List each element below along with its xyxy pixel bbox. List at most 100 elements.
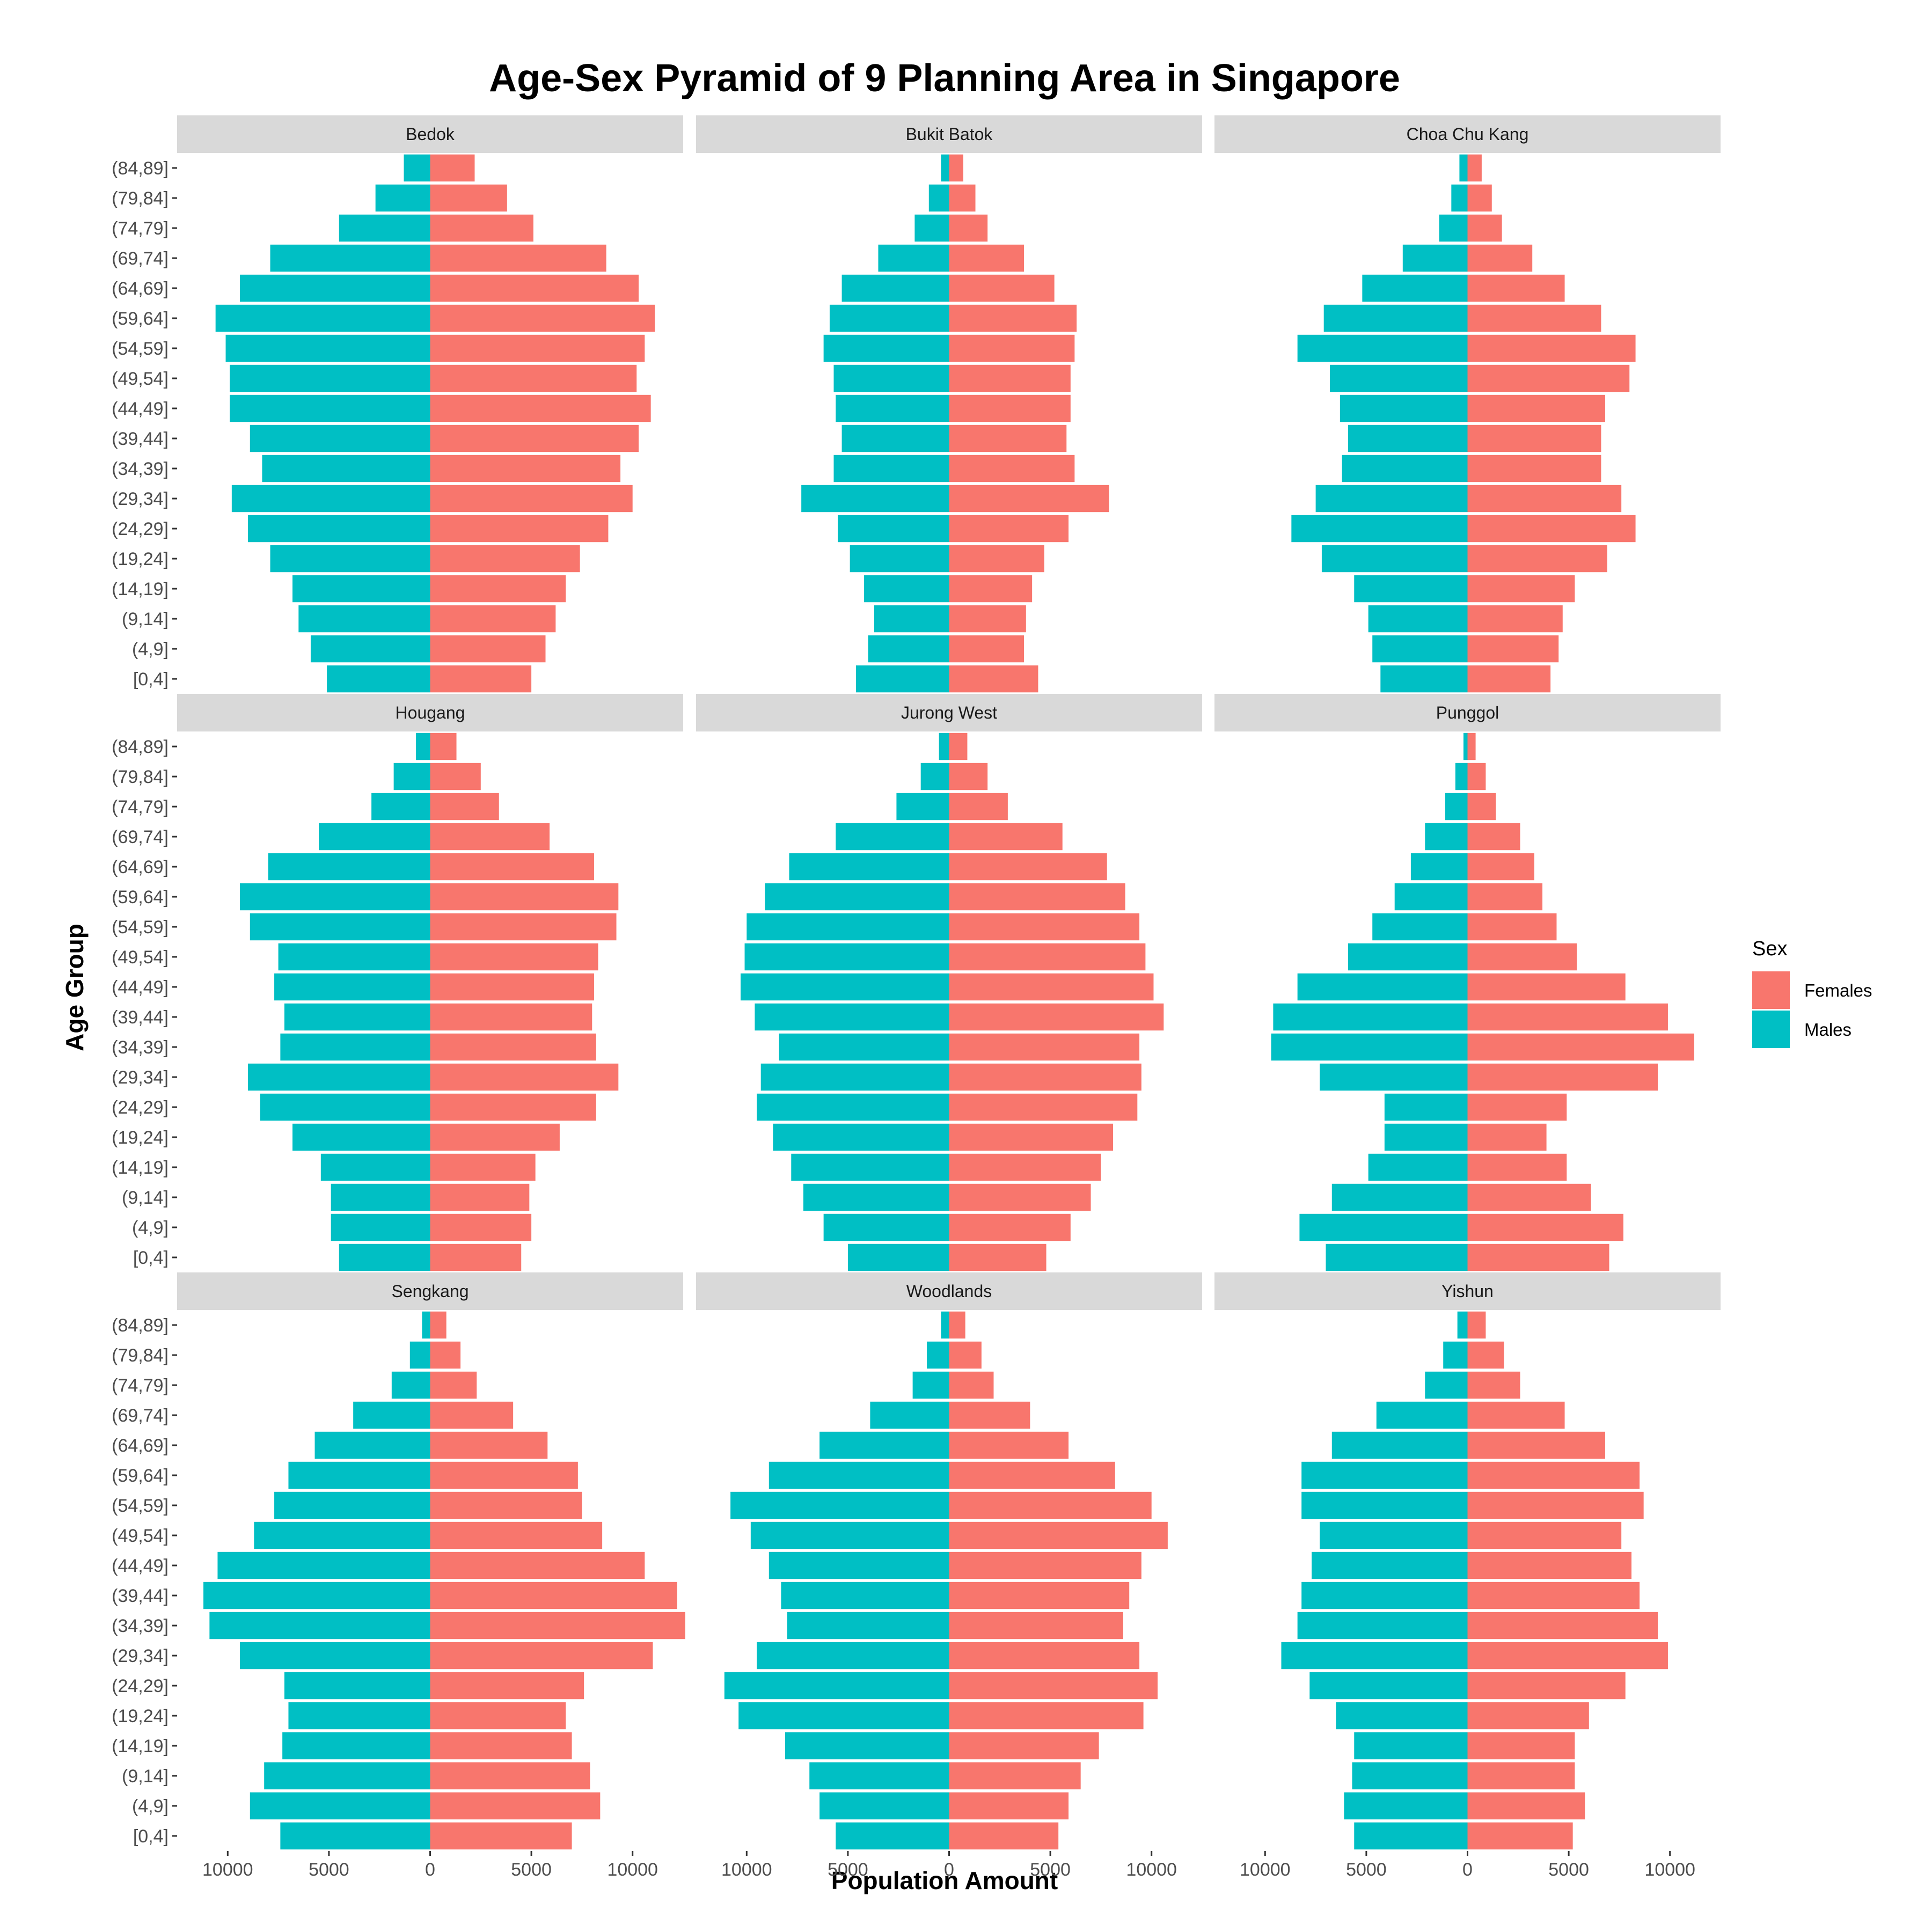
facet-woodlands: Woodlands 10000 5000 0 5000 10000 [696,1272,1202,1880]
y-tick-label: (29,34] [112,1646,169,1666]
bar-male [1425,1371,1468,1399]
bar-female [430,455,621,482]
y-tick-label: (64,69] [112,279,169,299]
bar-male [755,1003,949,1031]
x-tick-label: 10000 [1644,1860,1695,1880]
bar-male [284,1003,430,1031]
bar-female [430,1153,536,1181]
bar-male [750,1521,949,1549]
bar-female [1467,1792,1585,1820]
bar-female [949,184,976,212]
y-tick-label: (79,84] [112,188,169,209]
y-tick-label: (29,34] [112,489,169,509]
bar-female [430,304,655,332]
y-tick-label: (9,14] [122,1188,169,1208]
bar-female [430,943,598,971]
bar-male [270,545,430,573]
legend-key-females [1752,971,1790,1009]
facet-yishun: Yishun 10000 5000 0 5000 10000 [1214,1272,1721,1880]
bar-male [1439,214,1468,242]
bar-female [430,793,499,821]
bar-male [280,1033,430,1061]
bar-female [430,515,609,543]
facet-sengkang: Sengkang [0,4] (4,9] (9,14] (14,19] (19,24] (2… [112,1272,685,1880]
y-tick-label: (4,9] [132,1218,169,1238]
bar-female [949,1371,994,1399]
bar-female [949,425,1067,452]
bar-female [430,605,556,633]
bar-female [430,154,475,182]
facet-bukit-batok: Bukit Batok [696,115,1202,693]
bar-female [1467,1243,1609,1271]
bar-male [1309,1672,1468,1700]
bar-male [404,154,430,182]
bar-female [1467,1431,1605,1459]
bar-female [1467,973,1626,1001]
bar-male [280,1822,430,1850]
bar-female [430,1431,548,1459]
bar-male [1455,763,1468,791]
legend-key-males [1752,1011,1790,1048]
facet-strip-label: Bukit Batok [906,125,993,144]
bar-male [1372,635,1468,663]
bar-female [430,1612,685,1640]
y-tick-label: (79,84] [112,1345,169,1366]
bar-male [371,793,430,821]
bar-female [430,1003,592,1031]
y-tick-label: (44,49] [112,977,169,998]
bar-male [239,883,430,911]
bar-female [949,823,1063,851]
bar-male [230,394,430,422]
bar-male [1348,425,1468,452]
bar-female [1467,485,1622,513]
bar-female [949,214,988,242]
bar-female [949,1521,1168,1549]
bar-female [1467,274,1565,302]
bar-male [1297,334,1468,362]
bar-female [949,763,988,791]
bar-female [430,214,533,242]
bar-female [1467,1612,1658,1640]
bar-female [430,1183,530,1211]
bar-male [838,515,949,543]
bar-female [949,1732,1099,1760]
bar-male [319,823,430,851]
bar-female [949,545,1044,573]
bar-female [430,1123,560,1151]
x-tick-label: 0 [425,1860,435,1880]
y-tick-label: (59,64] [112,887,169,908]
bar-male [769,1552,949,1579]
y-tick-label: (39,44] [112,1007,169,1028]
bar-female [430,1213,532,1241]
y-tick-label: (84,89] [112,737,169,757]
bar-male [1348,943,1468,971]
bar-male [1330,364,1468,392]
bar-female [1467,1213,1623,1241]
bar-male [850,545,949,573]
x-tick-label: 10000 [202,1860,253,1880]
bar-female [1467,1003,1668,1031]
bar-female [949,1431,1069,1459]
facet-panels: Bedok [0,4] (4,9] (9,14] (14,19] (19,24] (24,2… [112,115,1721,1880]
bar-male [757,1642,949,1670]
facet-strip-label: Sengkang [391,1282,469,1301]
bar-female [1467,304,1601,332]
bar-male [1402,244,1468,272]
x-tick-label: 5000 [1548,1860,1589,1880]
bar-female [949,1702,1144,1730]
bar-male [874,605,949,633]
y-tick-label: (44,49] [112,1556,169,1576]
bar-female [1467,665,1551,693]
x-tick-label: 10000 [1240,1860,1291,1880]
bar-female [949,635,1024,663]
bar-male [1368,1153,1468,1181]
bar-male [833,364,949,392]
legend-label-males: Males [1804,1020,1851,1040]
bar-female [949,1552,1141,1579]
bar-male [262,455,430,482]
bar-female [1467,883,1543,911]
x-tick-label: 5000 [511,1860,552,1880]
bar-female [430,1341,461,1369]
bar-female [1467,1521,1622,1549]
y-tick-label: (19,24] [112,1706,169,1726]
